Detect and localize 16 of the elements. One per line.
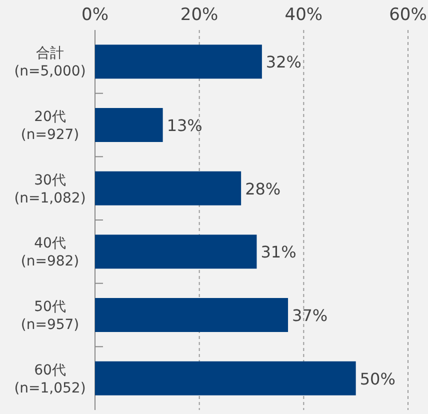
category: 60代 (n=1,052) [14,362,86,396]
value-label: 50% [360,369,396,388]
category: 50代 (n=957) [20,299,80,333]
xtick: 0% [82,5,108,25]
category: 30代 (n=1,082) [14,172,86,206]
value-label: 37% [292,306,328,325]
category: 合計 (n=5,000) [14,46,86,80]
value-label: 13% [166,116,202,135]
value-label: 28% [245,179,281,198]
category: 40代 (n=982) [20,236,80,270]
xtick: 60% [389,5,427,25]
value-label: 32% [266,52,302,72]
category: 20代 (n=927) [20,109,80,143]
xtick: 40% [284,5,323,25]
xtick: 20% [180,5,218,25]
value-label: 31% [260,242,296,262]
